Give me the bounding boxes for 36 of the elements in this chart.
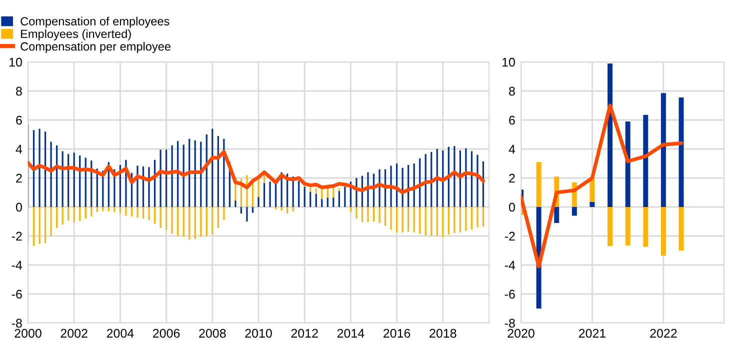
legend-label: Compensation per employee (20, 42, 170, 53)
y-tick-label: 4 (16, 144, 22, 154)
y-tick-label: -2 (504, 232, 515, 241)
y-tick-label: -4 (12, 260, 22, 270)
y-tick-label: 2 (509, 174, 515, 183)
legend-label: Compensation of employees (20, 16, 170, 28)
x-tick-label: 2018 (430, 328, 456, 338)
y-tick-label: -6 (12, 290, 22, 299)
y-tick-label: 10 (9, 58, 22, 67)
y-tick-label: 2 (16, 174, 22, 183)
y-tick-label: 6 (16, 116, 22, 125)
y-tick-label: 8 (16, 86, 22, 96)
x-tick-label: 2012 (291, 328, 318, 338)
y-tick-label: 6 (509, 116, 515, 125)
y-tick-label: -4 (504, 260, 516, 270)
x-tick-label: 2000 (14, 328, 42, 338)
y-tick-label: -8 (12, 318, 22, 328)
legend-label: Employees (inverted) (21, 29, 131, 40)
x-tick-label: 2006 (153, 328, 180, 338)
x-tick-label: 2021 (578, 328, 606, 338)
y-tick-label: 8 (509, 86, 515, 96)
x-tick-label: 2004 (106, 328, 134, 338)
y-tick-label: 0 (508, 202, 515, 212)
y-tick-label: -8 (504, 318, 515, 328)
x-tick-label: 2002 (60, 328, 88, 338)
x-tick-label: 2020 (508, 328, 534, 338)
y-tick-label: -2 (12, 232, 22, 241)
x-tick-label: 2014 (337, 328, 364, 338)
y-tick-label: 4 (508, 144, 516, 154)
x-tick-label: 2010 (245, 328, 272, 338)
x-tick-label: 2008 (199, 328, 226, 338)
y-tick-label: 0 (16, 202, 22, 212)
x-tick-label: 2016 (384, 328, 410, 338)
y-tick-label: -6 (504, 290, 515, 299)
y-tick-label: 10 (502, 58, 515, 67)
x-tick-label: 2022 (650, 328, 677, 338)
